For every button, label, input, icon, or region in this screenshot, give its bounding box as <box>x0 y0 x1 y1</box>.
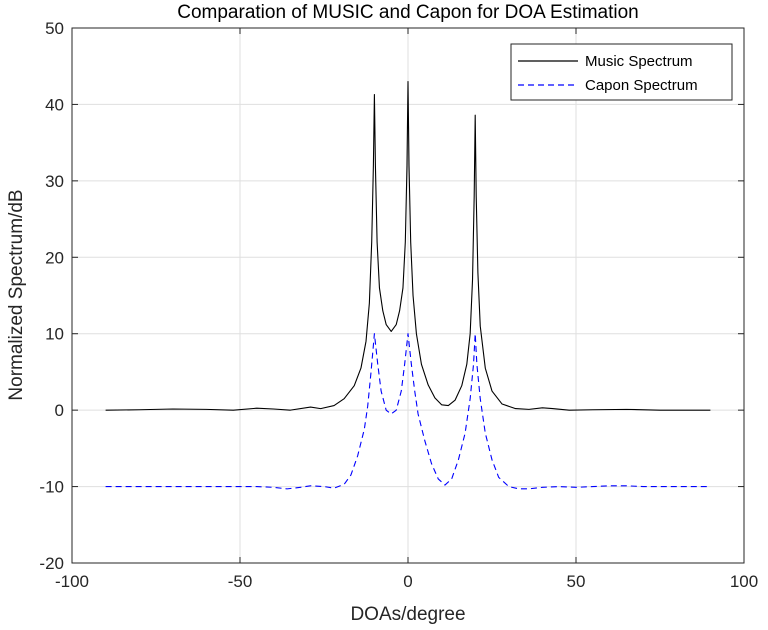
chart-title: Comparation of MUSIC and Capon for DOA E… <box>177 2 638 23</box>
series-layer <box>105 80 711 490</box>
x-tick-label: 50 <box>567 572 586 591</box>
y-tick-label: 50 <box>45 19 64 38</box>
music-spectrum-line <box>105 80 711 411</box>
y-tick-label: 0 <box>55 401 64 420</box>
x-tick-label: 0 <box>403 572 412 591</box>
y-tick-label: 40 <box>45 95 64 114</box>
legend-label-music: Music Spectrum <box>585 53 693 70</box>
x-tick-label: -50 <box>228 572 253 591</box>
x-tick-label: -100 <box>55 572 89 591</box>
y-tick-label: -10 <box>39 478 64 497</box>
x-tick-label: 100 <box>730 572 758 591</box>
legend: Music Spectrum Capon Spectrum <box>510 43 733 101</box>
y-tick-label: -20 <box>39 554 64 573</box>
capon-spectrum-line <box>105 333 711 490</box>
y-tick-label: 10 <box>45 325 64 344</box>
y-axis-label: Normalized Spectrum/dB <box>6 189 27 400</box>
legend-box <box>510 43 733 101</box>
y-tick-label: 20 <box>45 248 64 267</box>
legend-label-capon: Capon Spectrum <box>585 77 698 94</box>
y-tick-label: 30 <box>45 172 64 191</box>
x-axis-label: DOAs/degree <box>350 604 465 625</box>
